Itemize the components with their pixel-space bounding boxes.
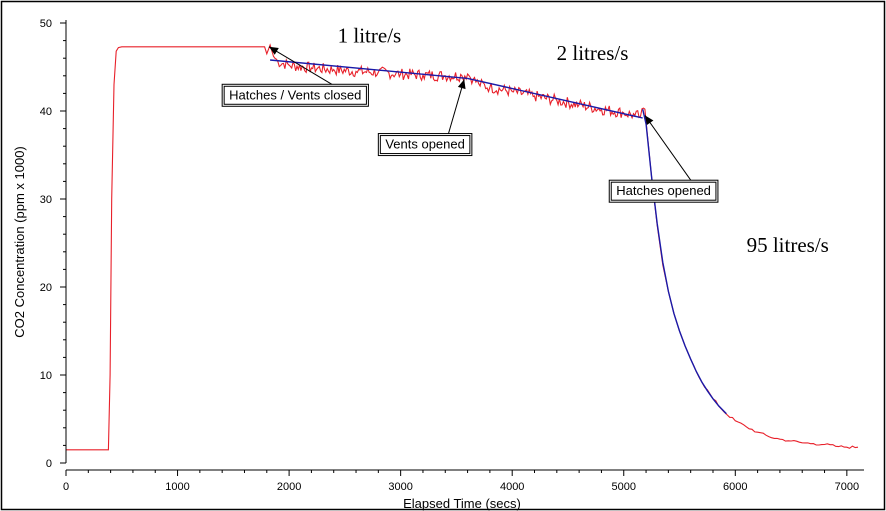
y-axis-title: CO2 Concentration (ppm x 1000) <box>12 146 27 337</box>
callout-label-2: Hatches opened <box>616 183 711 198</box>
callout-2: Hatches opened <box>608 115 719 203</box>
callout-box-2 <box>608 179 719 203</box>
callout-box-inner-0 <box>223 85 367 105</box>
series-fit-segment-1 <box>467 77 643 119</box>
callout-box-0 <box>221 83 369 107</box>
axes-layer: 0 1000 2000 3000 4000 5000 6000 7000 0 10 20 30 40 50 <box>40 18 864 493</box>
callout-0: Hatches / Vents closed <box>221 46 369 107</box>
x-tick-label-3: 3000 <box>388 481 412 493</box>
y-tick-label-2: 20 <box>40 282 52 294</box>
x-axis-title: Elapsed Time (secs) <box>403 496 521 511</box>
y-tick-label-5: 50 <box>40 18 52 30</box>
callout-1: Vents opened <box>377 79 473 157</box>
x-tick-label-5: 5000 <box>612 481 636 493</box>
x-tick-label-7: 7000 <box>835 481 859 493</box>
x-tick-label-6: 6000 <box>723 481 747 493</box>
callout-arrowhead-2 <box>644 115 654 126</box>
callout-arrowhead-1 <box>457 79 466 90</box>
rate-annotation-2: 95 litres/s <box>747 233 829 257</box>
annotation-layer: 1 litre/s 2 litres/s 95 litres/s Hatches / … <box>221 23 829 257</box>
callout-arrowhead-0 <box>269 46 279 55</box>
callout-box-inner-1 <box>379 135 471 155</box>
y-tick-label-1: 10 <box>40 370 52 382</box>
series-layer <box>66 43 859 451</box>
series-fit-segment-0 <box>270 59 468 80</box>
x-tick-label-4: 4000 <box>500 481 524 493</box>
callout-box-inner-2 <box>610 181 717 201</box>
callout-label-1: Vents opened <box>385 137 465 152</box>
y-tick-label-4: 40 <box>40 106 52 118</box>
x-tick-label-1: 1000 <box>165 481 189 493</box>
callout-arrow-0 <box>268 46 333 85</box>
y-tick-label-3: 30 <box>40 194 52 206</box>
y-tick-label-0: 0 <box>46 458 52 470</box>
x-tick-label-0: 0 <box>63 481 69 493</box>
rate-annotation-0: 1 litre/s <box>338 23 402 47</box>
callout-arrow-2 <box>644 115 692 181</box>
callout-arrow-1 <box>448 79 465 134</box>
callout-box-1 <box>377 133 473 157</box>
callout-label-0: Hatches / Vents closed <box>229 87 361 102</box>
rate-annotation-1: 2 litres/s <box>557 41 629 65</box>
x-tick-label-2: 2000 <box>277 481 301 493</box>
